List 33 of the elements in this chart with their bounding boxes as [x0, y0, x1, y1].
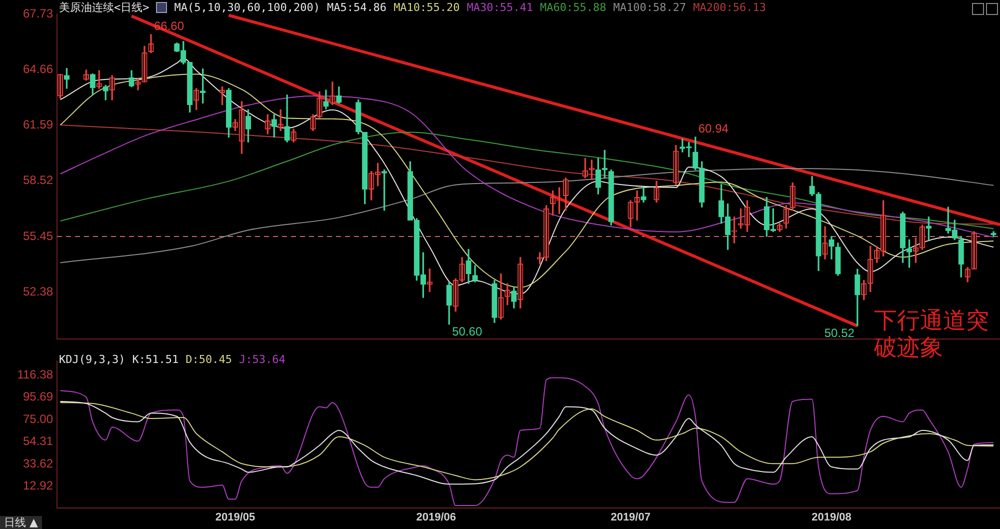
text: MA30:55.41 — [466, 1, 534, 14]
annotation: 50.60 — [452, 324, 482, 339]
y-tick-label: 52.38 — [22, 284, 54, 298]
text: MA10:55.20 — [394, 1, 460, 14]
text: MA200:56.13 — [693, 1, 766, 14]
text: MA100:58.27 — [613, 1, 686, 14]
x-tick-label: 2019/05 — [215, 511, 256, 524]
y-tick-label: 67.73 — [22, 6, 54, 20]
annotation: 下行通道突破迹象 — [874, 308, 990, 362]
annotation: 50.52 — [824, 326, 855, 340]
y-tick-label: 54.31 — [22, 434, 54, 448]
text: J:53.64 — [238, 353, 286, 366]
y-tick-label: 61.59 — [22, 118, 54, 132]
x-tick-label: 2019/08 — [812, 511, 852, 524]
annotation: 60.94 — [698, 121, 729, 136]
y-tick-label: 64.66 — [22, 62, 54, 76]
text: 日线 ▲ — [0, 516, 42, 529]
x-tick-label: 2019/06 — [416, 511, 456, 524]
chart-title: KDJ(9,3,3) — [59, 353, 126, 366]
y-tick-label: 33.62 — [22, 456, 54, 470]
y-tick-label: 116.38 — [17, 367, 54, 382]
chart-title: 美原油连续<日线> — [59, 0, 150, 15]
chart-subtitle: MA(5,10,30,60,100,200) — [174, 1, 320, 14]
y-tick-label: 58.52 — [22, 173, 54, 188]
text: K:51.51 — [132, 353, 179, 366]
y-tick-label: 12.92 — [22, 478, 54, 493]
x-tick-label: 2019/07 — [610, 511, 650, 524]
text: D:50.45 — [186, 353, 232, 366]
text: MA60:55.88 — [540, 1, 606, 14]
y-tick-label: 95.69 — [22, 390, 54, 404]
y-tick-label: 75.00 — [22, 412, 54, 426]
text: MA5:54.86 — [326, 1, 387, 14]
y-tick-label: 55.45 — [22, 228, 54, 243]
